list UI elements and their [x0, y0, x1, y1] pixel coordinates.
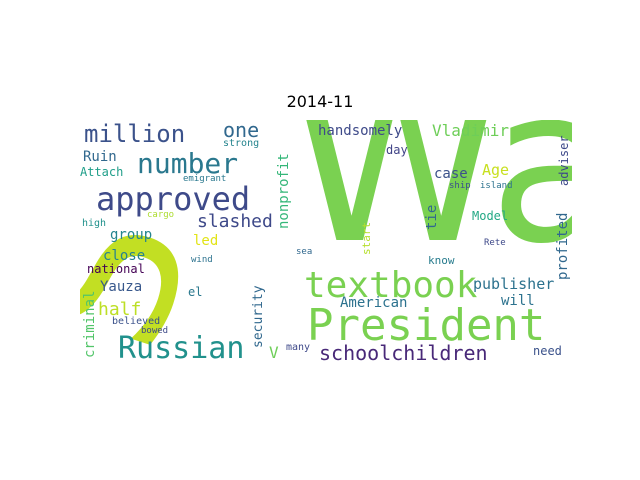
- word-publisher: publisher: [473, 275, 554, 293]
- word-nonprofit: nonprofit: [276, 153, 292, 229]
- word-emigrant: emigrant: [183, 174, 226, 184]
- word-cargo: cargo: [147, 210, 174, 220]
- word-schoolchildren: schoolchildren: [319, 341, 488, 365]
- word-russian: Russian: [118, 331, 244, 366]
- word-know: know: [428, 254, 455, 267]
- word-profited: profited: [555, 213, 571, 280]
- word-million: million: [84, 120, 185, 148]
- word-cloud: WaS PresidenttextbookapprovedRussiannumbe…: [80, 120, 572, 368]
- word-day: day: [386, 143, 408, 157]
- word-security: security: [251, 285, 266, 348]
- word-sea: sea: [296, 247, 312, 257]
- word-yauza: Yauza: [100, 279, 142, 295]
- word-group: group: [110, 227, 152, 243]
- word-half: half: [98, 299, 141, 320]
- word-age: Age: [482, 161, 509, 179]
- word-strong: strong: [223, 138, 259, 149]
- word-criminal: criminal: [82, 291, 98, 358]
- word-one: one: [223, 120, 259, 142]
- word-handsomely: handsomely: [318, 123, 402, 139]
- word-led: led: [193, 233, 218, 249]
- word-need: need: [533, 344, 562, 358]
- word-island: island: [480, 181, 513, 191]
- word-start: start: [360, 222, 373, 255]
- cloud-background: [80, 120, 572, 368]
- word-model: Model: [472, 209, 508, 223]
- word-ship: ship: [449, 181, 471, 191]
- word-tie: tie: [424, 205, 440, 230]
- word-many: many: [286, 342, 310, 353]
- word-high: high: [82, 218, 106, 229]
- word-number: number: [137, 147, 238, 180]
- word-believed: believed: [112, 316, 160, 327]
- word-will: will: [501, 293, 535, 309]
- word-national: national: [87, 262, 145, 276]
- word-vladimir: Vladimir: [432, 121, 509, 140]
- word-wa: Wa: [290, 120, 572, 291]
- word-ruin: Ruin: [83, 149, 117, 165]
- word-president: President: [307, 300, 545, 351]
- word-bowed: bowed: [141, 326, 168, 336]
- word-adviser: adviser: [557, 135, 571, 186]
- word-slashed: slashed: [197, 211, 273, 232]
- word-v: V: [269, 343, 279, 362]
- word-wind: wind: [191, 255, 213, 265]
- word-el: el: [188, 285, 202, 299]
- word-case: case: [434, 166, 468, 182]
- word-rete: Rete: [484, 238, 506, 248]
- word-american: American: [340, 295, 407, 311]
- word-attach: Attach: [80, 165, 123, 179]
- chart-title: 2014-11: [286, 92, 354, 111]
- word-close: close: [103, 248, 145, 264]
- word-approved: approved: [96, 180, 250, 218]
- word-textbook: textbook: [304, 265, 478, 306]
